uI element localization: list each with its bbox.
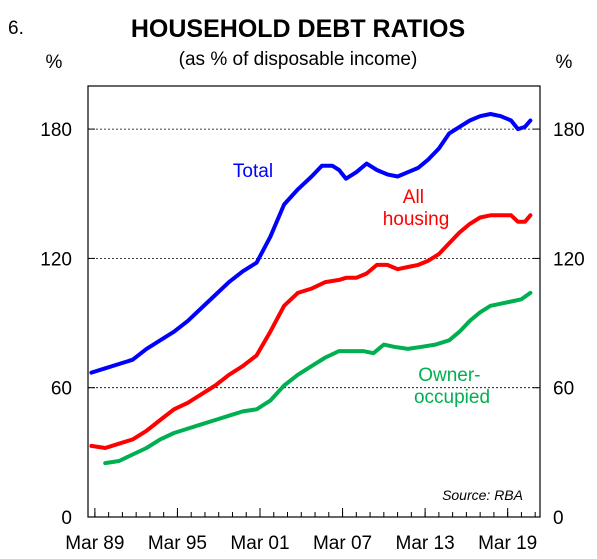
- y-tick-label-left: 120: [40, 249, 72, 270]
- y-tick-label-right: 120: [553, 249, 585, 270]
- x-tick-label: Mar 89: [65, 533, 124, 554]
- x-tick-label: Mar 07: [313, 533, 372, 554]
- y-tick-label-right: 60: [553, 379, 574, 400]
- series-line-total: [89, 112, 533, 375]
- y-tick-label-left: 180: [40, 120, 72, 141]
- plot-frame: [87, 85, 541, 518]
- y-tick-label-right: 0: [553, 508, 564, 529]
- series-line-owner-occupied: [103, 290, 533, 466]
- figure-number: 6.: [8, 18, 24, 39]
- y-tick-label-left: 60: [51, 379, 72, 400]
- chart-subtitle: (as % of disposable income): [179, 49, 418, 70]
- axis-ticks: [88, 128, 540, 518]
- x-tick-label: Mar 95: [148, 533, 207, 554]
- series-line-all-housing: [89, 213, 533, 450]
- annotation-total: Total: [233, 161, 273, 182]
- annotation-owner-occupied: Owner- occupied: [414, 365, 490, 408]
- x-tick-label: Mar 01: [230, 533, 289, 554]
- y-tick-label-right: 180: [553, 120, 585, 141]
- gridlines: [88, 128, 540, 389]
- series-lines: [89, 112, 533, 466]
- chart-title: HOUSEHOLD DEBT RATIOS: [131, 15, 465, 43]
- source-note: Source: RBA: [442, 487, 523, 503]
- x-tick-label: Mar 13: [396, 533, 455, 554]
- y-tick-label-left: 0: [61, 508, 72, 529]
- x-tick-label: Mar 19: [478, 533, 537, 554]
- right-axis-unit-label: %: [556, 52, 573, 73]
- annotation-all-housing: All housing: [383, 187, 450, 230]
- left-axis-unit-label: %: [46, 52, 63, 73]
- axis-tick-labels: 0 0 60 60 120 120 180 180 Mar 89 Mar 95 Mar 01 Mar …: [40, 120, 584, 554]
